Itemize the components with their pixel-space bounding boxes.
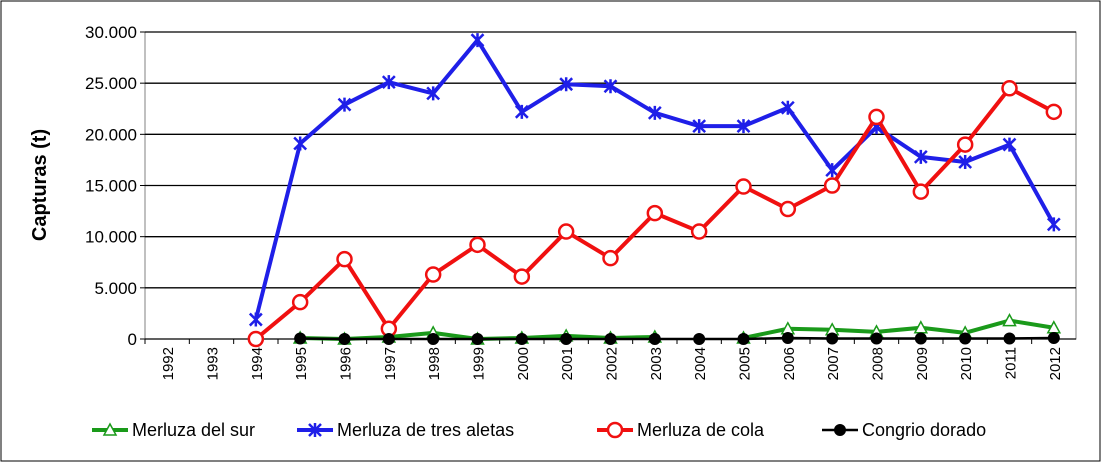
legend-marker [102,422,118,436]
x-tick-label: 1998 [426,347,443,380]
y-tick-label: 20.000 [85,125,137,144]
point [647,105,662,120]
x-tick-label: 2003 [648,347,665,380]
point [381,75,396,90]
series-line [300,336,1054,341]
point [781,331,794,344]
point [912,183,930,200]
point [559,77,574,92]
y-tick-label: 10.000 [85,228,137,247]
x-tick-label: 2002 [604,347,621,380]
point [913,149,928,164]
point [646,204,664,222]
point [736,119,751,134]
x-tick-label: 2008 [870,347,887,380]
y-tick-label: 30.000 [85,23,137,42]
point [959,332,972,345]
point [825,163,840,178]
point [602,249,619,267]
legend-marker [834,424,846,436]
point [1045,103,1063,121]
point [1003,332,1016,345]
x-tick-label: 2009 [914,347,931,380]
point [823,177,841,194]
point [514,104,529,119]
point [693,333,706,345]
point [648,333,661,345]
point [293,136,308,151]
x-tick-label: 2001 [559,347,576,380]
x-tick-label: 1995 [293,347,310,380]
x-tick-label: 2005 [737,347,754,380]
point [247,330,265,348]
legend-item: Merluza de cola [597,420,765,440]
x-tick-label: 1994 [249,347,266,380]
point [1001,80,1018,97]
point [471,333,484,345]
x-tick-label: 2010 [958,347,975,380]
point [956,136,974,153]
point [690,223,708,240]
x-tick-label: 1999 [471,347,488,380]
legend-label: Merluza del sur [132,420,255,440]
point [426,86,441,101]
point [424,266,442,283]
point [737,333,750,345]
legend-item: Merluza del sur [92,420,255,440]
point [779,200,797,218]
x-tick-label: 2006 [781,347,798,380]
point [914,332,927,345]
x-tick-label: 2007 [825,347,842,380]
y-tick-label: 15.000 [85,177,137,196]
x-tick-label: 1993 [205,347,222,380]
point [337,97,352,112]
point [1002,137,1017,152]
point [557,223,575,240]
x-tick-label: 1992 [160,347,177,380]
point [603,79,618,94]
y-axis-title: Capturas (t) [29,129,51,241]
point [1002,313,1017,327]
legend-label: Merluza de tres aletas [337,420,514,440]
x-tick-label: 2000 [515,347,532,380]
legend-item: Congrio dorado [822,420,986,440]
point [735,178,752,195]
point [870,332,883,345]
point [692,119,707,134]
point [294,332,307,345]
point [958,154,973,169]
point [780,100,795,115]
point [469,236,486,254]
y-tick-label: 5.000 [94,279,137,298]
point [826,332,839,345]
x-tick-label: 2011 [1003,347,1020,379]
point [470,33,485,48]
point [1047,331,1060,344]
point [513,268,531,285]
legend-marker [308,423,322,437]
point [604,333,617,345]
y-tick-label: 0 [128,330,137,349]
point [291,293,309,311]
x-tick-label: 1996 [338,347,355,380]
point [1046,217,1061,232]
point [248,312,263,327]
x-tick-label: 2012 [1047,347,1064,380]
legend-marker [606,421,624,439]
point [338,333,351,345]
y-tick-label: 25.000 [85,74,137,93]
point [560,333,573,345]
x-tick-label: 1997 [382,347,399,380]
x-tick-label: 2004 [692,347,709,380]
point [336,250,353,268]
point [515,333,528,345]
legend-label: Merluza de cola [637,420,765,440]
point [382,333,395,345]
point [427,333,440,345]
legend-label: Congrio dorado [862,420,986,440]
point [868,108,885,126]
legend-item: Merluza de tres aletas [297,420,514,440]
